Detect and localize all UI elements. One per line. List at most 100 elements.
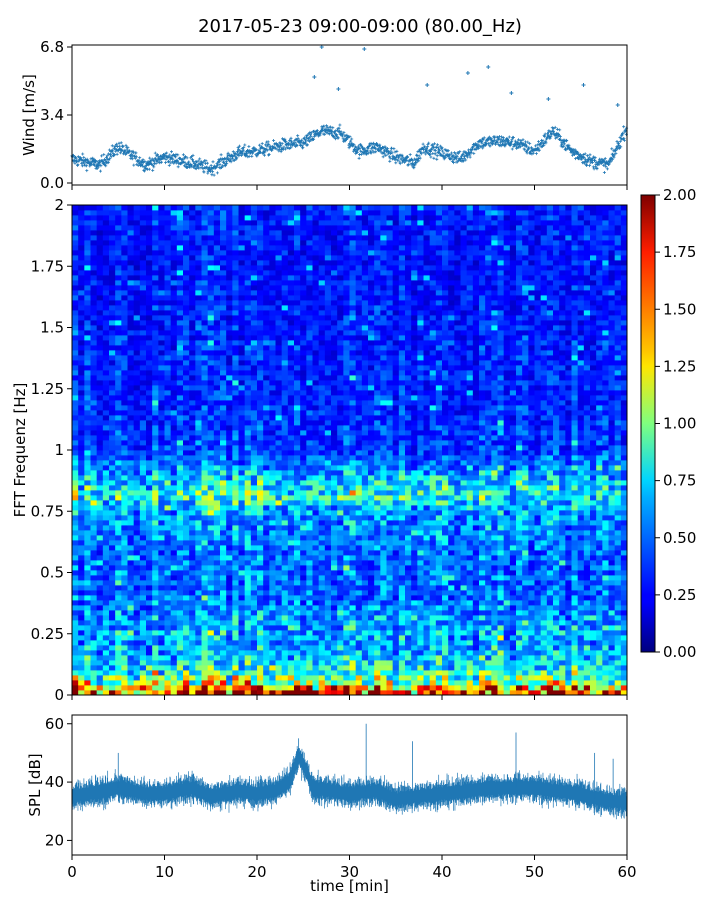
spectrogram-cell (158, 435, 165, 441)
spectrogram-cell (522, 555, 529, 561)
spectrogram-cell (287, 630, 295, 636)
spectrogram-cell (355, 615, 363, 621)
spectrogram-cell (442, 670, 449, 676)
spectrogram-cell (411, 585, 418, 591)
spectrogram-cell (121, 535, 128, 541)
spectrogram-cell (614, 655, 622, 661)
spectrogram-cell (577, 570, 585, 576)
spectrogram-cell (176, 570, 184, 576)
spectrogram-cell (232, 475, 239, 481)
spectrogram-cell (398, 500, 406, 506)
spectrogram-cell (460, 540, 468, 546)
spectrogram-cell (620, 525, 628, 531)
spectrogram-cell (146, 525, 153, 531)
spectrogram-cell (176, 515, 184, 521)
spectrogram-cell (435, 505, 443, 511)
spectrogram-cell (553, 530, 560, 536)
spectrogram-cell (195, 640, 202, 646)
spectrogram-cell (553, 660, 560, 666)
spectrogram-cell (281, 625, 289, 631)
spectrogram-cell (139, 435, 147, 441)
spectrogram-cell (195, 655, 202, 661)
spectrogram-cell (324, 590, 332, 596)
spectrogram-cell (583, 640, 591, 646)
spectrogram-cell (479, 480, 486, 486)
spectrogram-cell (374, 490, 381, 496)
spectrogram-cell (220, 640, 227, 646)
spectrogram-cell (170, 425, 178, 431)
spectrogram-cell (176, 620, 184, 626)
spectrogram-cell (318, 610, 326, 616)
spectrogram-cell (516, 615, 523, 621)
spectrogram-cell (602, 615, 609, 621)
spectrogram-cell (442, 420, 449, 426)
spectrogram-cell (281, 585, 289, 591)
wind-y-tick-label: 6.8 (40, 38, 64, 56)
spectrogram-cell (84, 535, 91, 541)
spectrogram-cell (121, 435, 128, 441)
spectrogram-cell (84, 505, 91, 511)
spectrogram-cell (411, 615, 418, 621)
spectrogram-cell (226, 505, 233, 511)
spectrogram-cell (485, 570, 492, 576)
spectrogram-cell (590, 560, 597, 566)
spectrogram-cell (590, 455, 597, 461)
spectrogram-cell (620, 590, 628, 596)
spectrogram-cell (405, 450, 412, 456)
spectrogram-cell (392, 580, 400, 586)
spectrogram-cell (183, 445, 190, 451)
spectrogram-cell (608, 435, 616, 441)
spectrogram-cell (312, 600, 320, 606)
spectrogram-cell (146, 660, 153, 666)
spectrogram-cell (429, 565, 437, 571)
spectrogram-cell (226, 530, 233, 536)
spectrogram-cell (201, 635, 209, 641)
spectrogram-cell (183, 645, 190, 651)
spectrogram-cell (614, 490, 622, 496)
spectrogram-cell (121, 555, 128, 561)
spectrogram-cell (497, 595, 505, 601)
spectrogram-cell (472, 425, 480, 431)
spectrogram-cell (170, 455, 178, 461)
spectrogram-cell (546, 530, 554, 536)
spectrogram-cell (275, 555, 283, 561)
spectrogram-cell (158, 440, 165, 446)
spectrogram-cell (195, 620, 202, 626)
spectrogram-cell (244, 425, 252, 431)
spectrogram-cell (201, 675, 209, 681)
spectrogram-cell (263, 425, 270, 431)
spectrogram-cell (546, 640, 554, 646)
spectrogram-cell (164, 620, 172, 626)
spectrogram-cell (361, 680, 369, 686)
spectrogram-cell (121, 475, 128, 481)
spectrogram-cell (121, 505, 128, 511)
spectrogram-cell (287, 485, 295, 491)
spectrogram-cell (115, 490, 122, 496)
spectrogram-cell (460, 465, 468, 471)
spectrogram-cell (164, 450, 172, 456)
spectrogram-cell (337, 515, 344, 521)
spectrogram-cell (417, 595, 424, 601)
spectrogram-cell (250, 505, 258, 511)
spectrogram-cell (460, 475, 468, 481)
spectrogram-cell (90, 575, 98, 581)
spectrogram-cell (331, 450, 338, 456)
spectrogram-cell (442, 590, 449, 596)
spectrogram-cell (503, 470, 511, 476)
spectrogram-cell (207, 430, 215, 436)
spectrogram-cell (300, 630, 307, 636)
spectrogram-cell (158, 680, 165, 686)
spectrogram-cell (294, 655, 301, 661)
spectrogram-cell (546, 440, 554, 446)
spectrogram-cell (602, 530, 609, 536)
spectrogram-cell (238, 650, 246, 656)
spectrogram-cell (238, 430, 246, 436)
spectrogram-cell (491, 505, 498, 511)
spectrogram-cell (442, 565, 449, 571)
spectrogram-cell (250, 660, 258, 666)
spectrogram-cell (250, 555, 258, 561)
spectrogram-cell (540, 620, 548, 626)
spectrogram-cell (127, 445, 135, 451)
spectrogram-cell (448, 690, 455, 696)
spectrogram-cell (220, 530, 227, 536)
